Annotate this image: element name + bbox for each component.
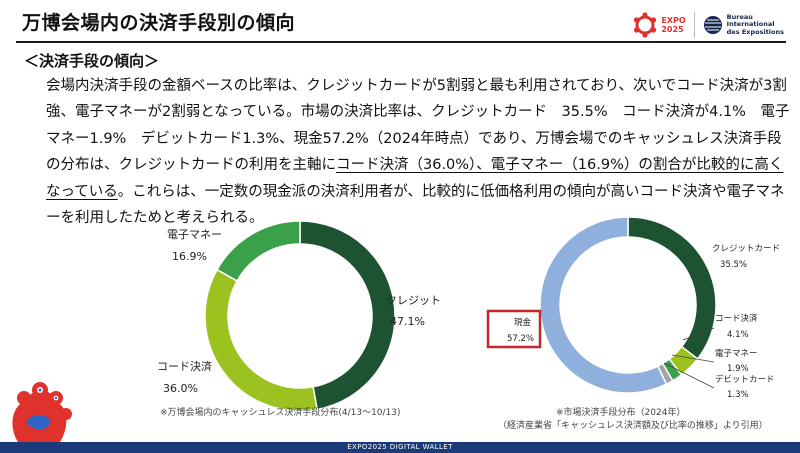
leader-line [682, 327, 715, 341]
market-chart-note: ※市場決済手段分布（2024年） [556, 408, 686, 418]
cash-highlight-box [486, 309, 542, 349]
slice-value-label: 35.5% [720, 260, 747, 270]
slice-category-label: クレジット [386, 294, 441, 307]
footer-bar: EXPO2025 DIGITAL WALLET [0, 442, 800, 453]
slice-value-label: 36.0% [163, 382, 198, 395]
slice-category-label: 電子マネー [715, 349, 758, 359]
slice-category-label: コード決済 [715, 313, 758, 324]
donut-slice-1 [627, 216, 717, 360]
slice-category-label: デビットカード [715, 374, 775, 385]
leader-line [663, 362, 715, 389]
donut-slice-5 [539, 216, 668, 394]
bie-logo-line: International [726, 20, 775, 29]
donut-slice-3 [216, 220, 301, 282]
slice-value-label: 16.9% [172, 250, 207, 263]
paragraph-underlined-text: コード決済（36.0%）、電子マネー（16.9%）の割合が比較的に高くなっている [46, 157, 784, 200]
page-title: 万博会場内の決済手段別の傾向 [22, 12, 296, 34]
expo-mark-icon [634, 12, 657, 38]
bie-logo-line: des Expositions [726, 27, 784, 36]
market-chart-source: （経済産業省「キャッシュレス決済額及び比率の推移」より引用） [498, 421, 768, 431]
expo-logo-line: 2025 [661, 25, 684, 34]
bie-globe-icon [703, 16, 722, 34]
slice-category-label: クレジットカード [712, 244, 780, 254]
paragraph-text: 会場内決済手段の金額ベースの比率は、クレジットカードが5割弱と最も利用されており… [46, 78, 790, 174]
donut-slice-2 [204, 268, 319, 412]
donut-slice-1 [299, 220, 396, 411]
slice-value-label: 4.1% [727, 330, 749, 340]
paragraph-text: 。これらは、一定数の現金派の決済利用者が、比較的に低価格利用の傾向が高いコード決… [46, 183, 785, 227]
slice-category-label: 現金 [514, 317, 532, 328]
expo-logo-line: EXPO [661, 16, 686, 25]
venue-chart-note: ※万博会場内のキャッシュレス決済手段分布(4/13～10/13) [160, 408, 401, 418]
bie-logo-line: Bureau [726, 12, 753, 21]
description-paragraph: 会場内決済手段の金額ベースの比率は、クレジットカードが5割弱と最も利用されており… [46, 73, 791, 231]
slice-category-label: 電子マネー [167, 228, 222, 241]
slice-category-label: コード決済 [157, 359, 212, 373]
slice-value-label: 1.9% [727, 364, 749, 374]
bie-logo: Bureau International des Expositions [703, 12, 784, 37]
leader-line [671, 354, 715, 363]
header-logos: EXPO 2025 Bureau International des Expos… [632, 12, 784, 38]
section-heading: ＜決済手段の傾向＞ [24, 52, 160, 70]
logo-separator [693, 12, 695, 38]
myaku-myaku-mascot-icon [12, 382, 72, 442]
title-divider [16, 41, 786, 43]
slice-value-label: 1.3% [727, 390, 749, 400]
expo-2025-logo: EXPO 2025 [632, 12, 686, 38]
slice-value-label: 57.2% [507, 334, 534, 344]
slice-value-label: 47.1% [390, 315, 425, 328]
